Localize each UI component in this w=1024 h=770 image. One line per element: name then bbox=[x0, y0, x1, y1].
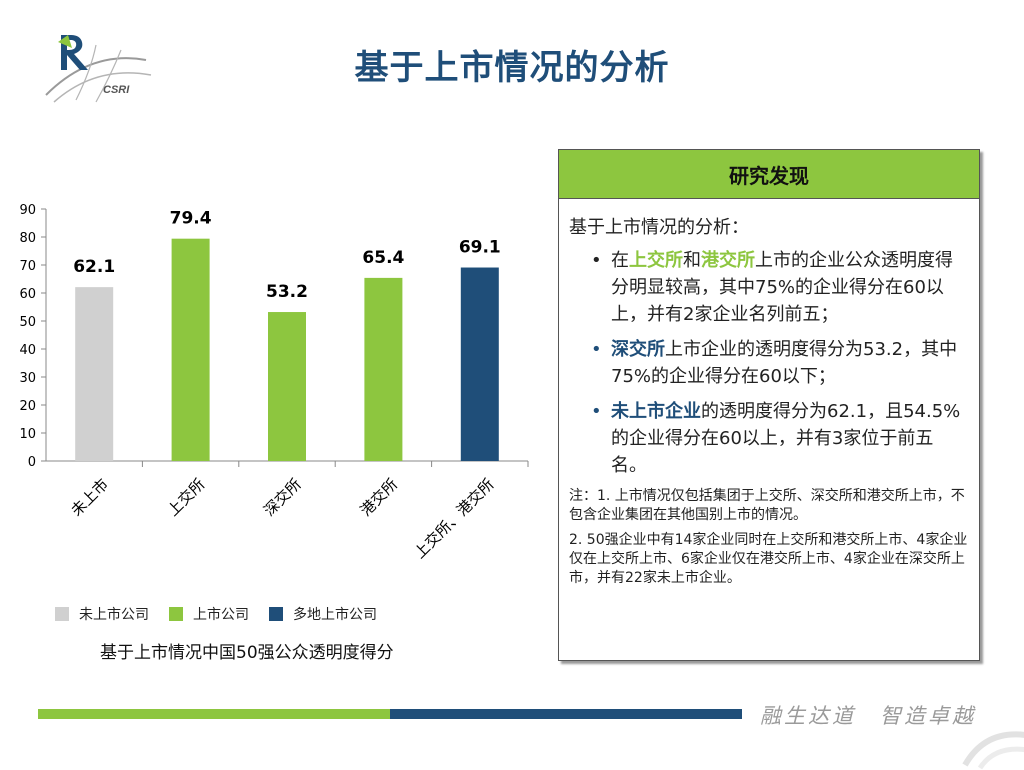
x-tick-label: 港交所 bbox=[357, 475, 402, 520]
highlight-unlisted: 未上市企业 bbox=[611, 401, 701, 422]
legend-label: 上市公司 bbox=[193, 607, 249, 623]
finding-text: 的透明度得分为62.1，且54.5%的企业得分在60以上，并有3家位于前五名。 bbox=[611, 401, 961, 476]
y-tick-label: 70 bbox=[19, 259, 36, 274]
data-label: 53.2 bbox=[266, 282, 308, 302]
finding-item: • 深交所上市企业的透明度得分为53.2，其中75%的企业得分在60以下； bbox=[569, 336, 969, 390]
csri-watermark-icon bbox=[962, 731, 1024, 770]
logo-text: CSRI bbox=[103, 84, 130, 96]
y-tick-label: 30 bbox=[19, 371, 36, 386]
panel-body: 基于上市情况的分析： • 在上交所和港交所上市的企业公众透明度得分明显较高，其中… bbox=[559, 199, 979, 588]
bullet-icon: • bbox=[591, 401, 602, 422]
x-tick-label: 上交所 bbox=[164, 475, 209, 520]
legend-swatch bbox=[169, 607, 183, 621]
note-2: 2. 50强企业中有14家企业同时在上交所和港交所上市、4家企业仅在上交所上市、… bbox=[569, 532, 968, 586]
finding-text: 和 bbox=[683, 250, 701, 271]
data-label: 69.1 bbox=[459, 238, 501, 258]
highlight-exchange: 港交所 bbox=[701, 250, 755, 271]
slide-title: 基于上市情况的分析 bbox=[354, 48, 670, 88]
y-tick-label: 10 bbox=[19, 427, 36, 442]
y-tick-label: 90 bbox=[19, 203, 36, 218]
footer-slogan: 融生达道 智造卓越 bbox=[760, 704, 976, 728]
csri-logo bbox=[45, 35, 152, 103]
legend-item: 未上市公司 bbox=[55, 604, 149, 624]
legend-item: 多地上市公司 bbox=[269, 604, 377, 624]
chart-legend: 未上市公司 上市公司 多地上市公司 bbox=[55, 604, 377, 624]
bar bbox=[171, 238, 210, 461]
bar bbox=[364, 277, 403, 461]
finding-text: 上市的企业公众透明度得分明显较高，其中75%的企业得分在60以上，并有2家企业名… bbox=[611, 250, 953, 325]
y-tick-label: 50 bbox=[19, 315, 36, 330]
y-tick-label: 0 bbox=[28, 455, 36, 470]
legend-label: 未上市公司 bbox=[79, 607, 149, 623]
bar-chart: 0 10 20 30 40 50 60 70 80 90 62.1 未上市 79.4 上交所 53.2 深交所… bbox=[19, 203, 529, 562]
footer-bar-blue bbox=[390, 709, 742, 719]
findings-panel: 研究发现 基于上市情况的分析： • 在上交所和港交所上市的企业公众透明度得分明显… bbox=[558, 149, 980, 661]
legend-swatch bbox=[55, 607, 69, 621]
highlight-exchange: 上交所 bbox=[629, 250, 683, 271]
note-1: 注：1. 上市情况仅包括集团于上交所、深交所和港交所上市，不包含企业集团在其他国… bbox=[569, 488, 965, 523]
data-label: 79.4 bbox=[170, 209, 212, 229]
x-tick-label: 深交所 bbox=[260, 475, 305, 520]
panel-intro: 基于上市情况的分析： bbox=[569, 217, 749, 238]
highlight-exchange: 深交所 bbox=[611, 339, 665, 360]
legend-swatch bbox=[269, 607, 283, 621]
bullet-icon: • bbox=[591, 250, 602, 271]
bar bbox=[75, 287, 114, 461]
x-tick-label: 上交所、港交所 bbox=[411, 475, 498, 562]
data-label: 65.4 bbox=[362, 248, 404, 268]
legend-label: 多地上市公司 bbox=[293, 607, 377, 623]
finding-text: 上市企业的透明度得分为53.2，其中75%的企业得分在60以下； bbox=[611, 339, 958, 387]
legend-item: 上市公司 bbox=[169, 604, 249, 624]
bar bbox=[268, 312, 306, 461]
chart-caption: 基于上市情况中国50强公众透明度得分 bbox=[100, 643, 394, 663]
finding-item: • 在上交所和港交所上市的企业公众透明度得分明显较高，其中75%的企业得分在60… bbox=[569, 247, 969, 328]
bullet-icon: • bbox=[591, 339, 602, 360]
y-tick-label: 40 bbox=[19, 343, 36, 358]
bar bbox=[460, 267, 499, 461]
finding-text: 在 bbox=[611, 250, 629, 271]
y-tick-label: 20 bbox=[19, 399, 36, 414]
panel-header: 研究发现 bbox=[559, 150, 979, 199]
y-tick-label: 80 bbox=[19, 231, 36, 246]
finding-item: • 未上市企业的透明度得分为62.1，且54.5%的企业得分在60以上，并有3家… bbox=[569, 398, 969, 479]
footer-bar-green bbox=[38, 709, 390, 719]
y-tick-label: 60 bbox=[19, 287, 36, 302]
data-label: 62.1 bbox=[73, 257, 115, 277]
x-tick-label: 未上市 bbox=[67, 475, 112, 520]
